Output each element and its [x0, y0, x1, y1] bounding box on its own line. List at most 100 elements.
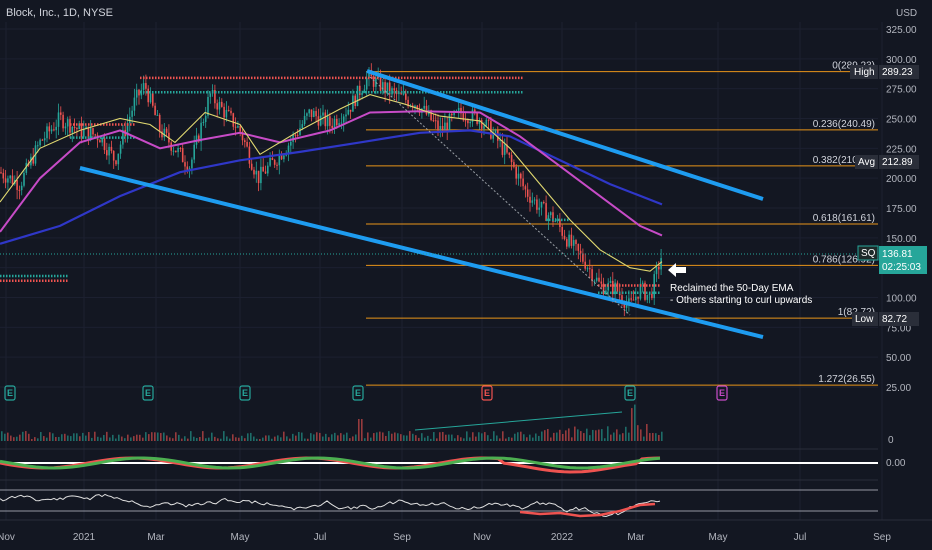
earnings-marker[interactable] — [4, 385, 16, 401]
candle-body — [69, 119, 71, 133]
candle-body — [119, 144, 122, 154]
volume-bar — [496, 435, 498, 441]
candle-body — [278, 154, 281, 166]
earnings-marker[interactable] — [142, 385, 154, 401]
candle-body — [602, 283, 605, 295]
volume-bar — [403, 435, 405, 441]
volume-bar — [322, 436, 324, 441]
candle-body — [517, 173, 520, 179]
candle-body — [359, 85, 361, 95]
volume-bar — [607, 426, 609, 441]
candle-body — [234, 126, 237, 128]
volume-bar — [142, 437, 144, 441]
candle-body — [582, 253, 584, 262]
candle-body — [16, 180, 18, 190]
candle-body — [89, 128, 92, 140]
candle-body — [214, 90, 216, 104]
price-tick-label: 175.00 — [886, 204, 917, 215]
volume-bar — [529, 434, 531, 441]
candle-body — [55, 126, 57, 131]
volume-bar — [577, 429, 579, 441]
time-tick-label: Mar — [627, 532, 645, 543]
candle-body — [101, 137, 103, 143]
candle-body — [149, 93, 152, 103]
candle-body — [216, 103, 218, 110]
earnings-marker[interactable] — [716, 385, 728, 401]
volume-bar — [562, 433, 564, 441]
candle-body — [561, 226, 563, 236]
avg-tag: Avg 212.89 — [855, 155, 919, 169]
volume-bar — [355, 434, 357, 441]
volume-bar — [388, 431, 390, 441]
earnings-marker[interactable] — [624, 385, 636, 401]
volume-bar — [334, 432, 336, 441]
volume-bar — [262, 437, 264, 441]
volume-bar — [547, 429, 549, 441]
volume-bar — [49, 432, 51, 441]
candle-body — [273, 159, 276, 165]
candle-body — [382, 82, 384, 91]
volume-zero-label: 0 — [888, 435, 894, 446]
earnings-marker[interactable] — [239, 385, 251, 401]
candle-body — [483, 125, 485, 129]
volume-bar — [406, 435, 408, 441]
candle-body — [345, 114, 347, 117]
candle-body — [434, 120, 437, 122]
candle-body — [154, 105, 156, 116]
candle-body — [361, 92, 363, 95]
volume-bar — [193, 436, 195, 441]
volume-bar — [622, 433, 624, 441]
price-tick-label: 100.00 — [886, 293, 917, 304]
time-tick-label: Jul — [314, 532, 327, 543]
earnings-marker[interactable] — [481, 385, 493, 401]
volume-bar — [427, 435, 429, 441]
volume-bar — [655, 433, 657, 441]
time-tick-label: Mar — [147, 532, 165, 543]
candle-body — [92, 128, 94, 135]
volume-bar — [214, 436, 216, 441]
candle-body — [522, 178, 524, 187]
candle-body — [326, 116, 329, 127]
volume-bar — [241, 435, 243, 441]
rsi-line — [0, 493, 661, 518]
candle-body — [147, 88, 149, 103]
volume-bar — [211, 432, 213, 441]
candle-body — [253, 169, 255, 175]
candle-body — [260, 166, 262, 184]
candle-body — [520, 173, 522, 179]
candle-body — [598, 277, 600, 282]
volume-bar — [313, 434, 315, 441]
sq-tag: SQ 136.81 02:25:03 — [857, 245, 927, 274]
candle-body — [485, 119, 488, 126]
volume-bar — [340, 433, 342, 441]
candle-body — [506, 144, 508, 153]
volume-bar — [523, 434, 525, 441]
volume-bar — [658, 434, 660, 441]
volume-trend-line — [414, 411, 623, 431]
candle-body — [269, 157, 271, 166]
candle-body — [457, 107, 460, 111]
volume-bar — [289, 438, 291, 441]
candle-body — [20, 185, 23, 191]
earnings-marker[interactable] — [352, 385, 364, 401]
candle-body — [32, 156, 34, 164]
volume-bar — [319, 432, 321, 441]
volume-bar — [61, 434, 63, 441]
price-tick-label: 50.00 — [886, 353, 911, 364]
candle-body — [227, 109, 230, 111]
candle-body — [18, 189, 21, 191]
volume-bars — [1, 404, 663, 441]
volume-bar — [613, 432, 615, 441]
volume-bar — [421, 433, 423, 441]
volume-bar — [277, 435, 279, 441]
volume-bar — [376, 432, 378, 441]
candle-body — [85, 126, 87, 129]
volume-bar — [310, 433, 312, 441]
candle-body — [467, 120, 469, 124]
earnings-marker-label: E — [242, 388, 248, 398]
rsi-oversold-highlight — [519, 502, 656, 518]
volume-bar — [181, 438, 183, 441]
candle-body — [230, 110, 232, 114]
